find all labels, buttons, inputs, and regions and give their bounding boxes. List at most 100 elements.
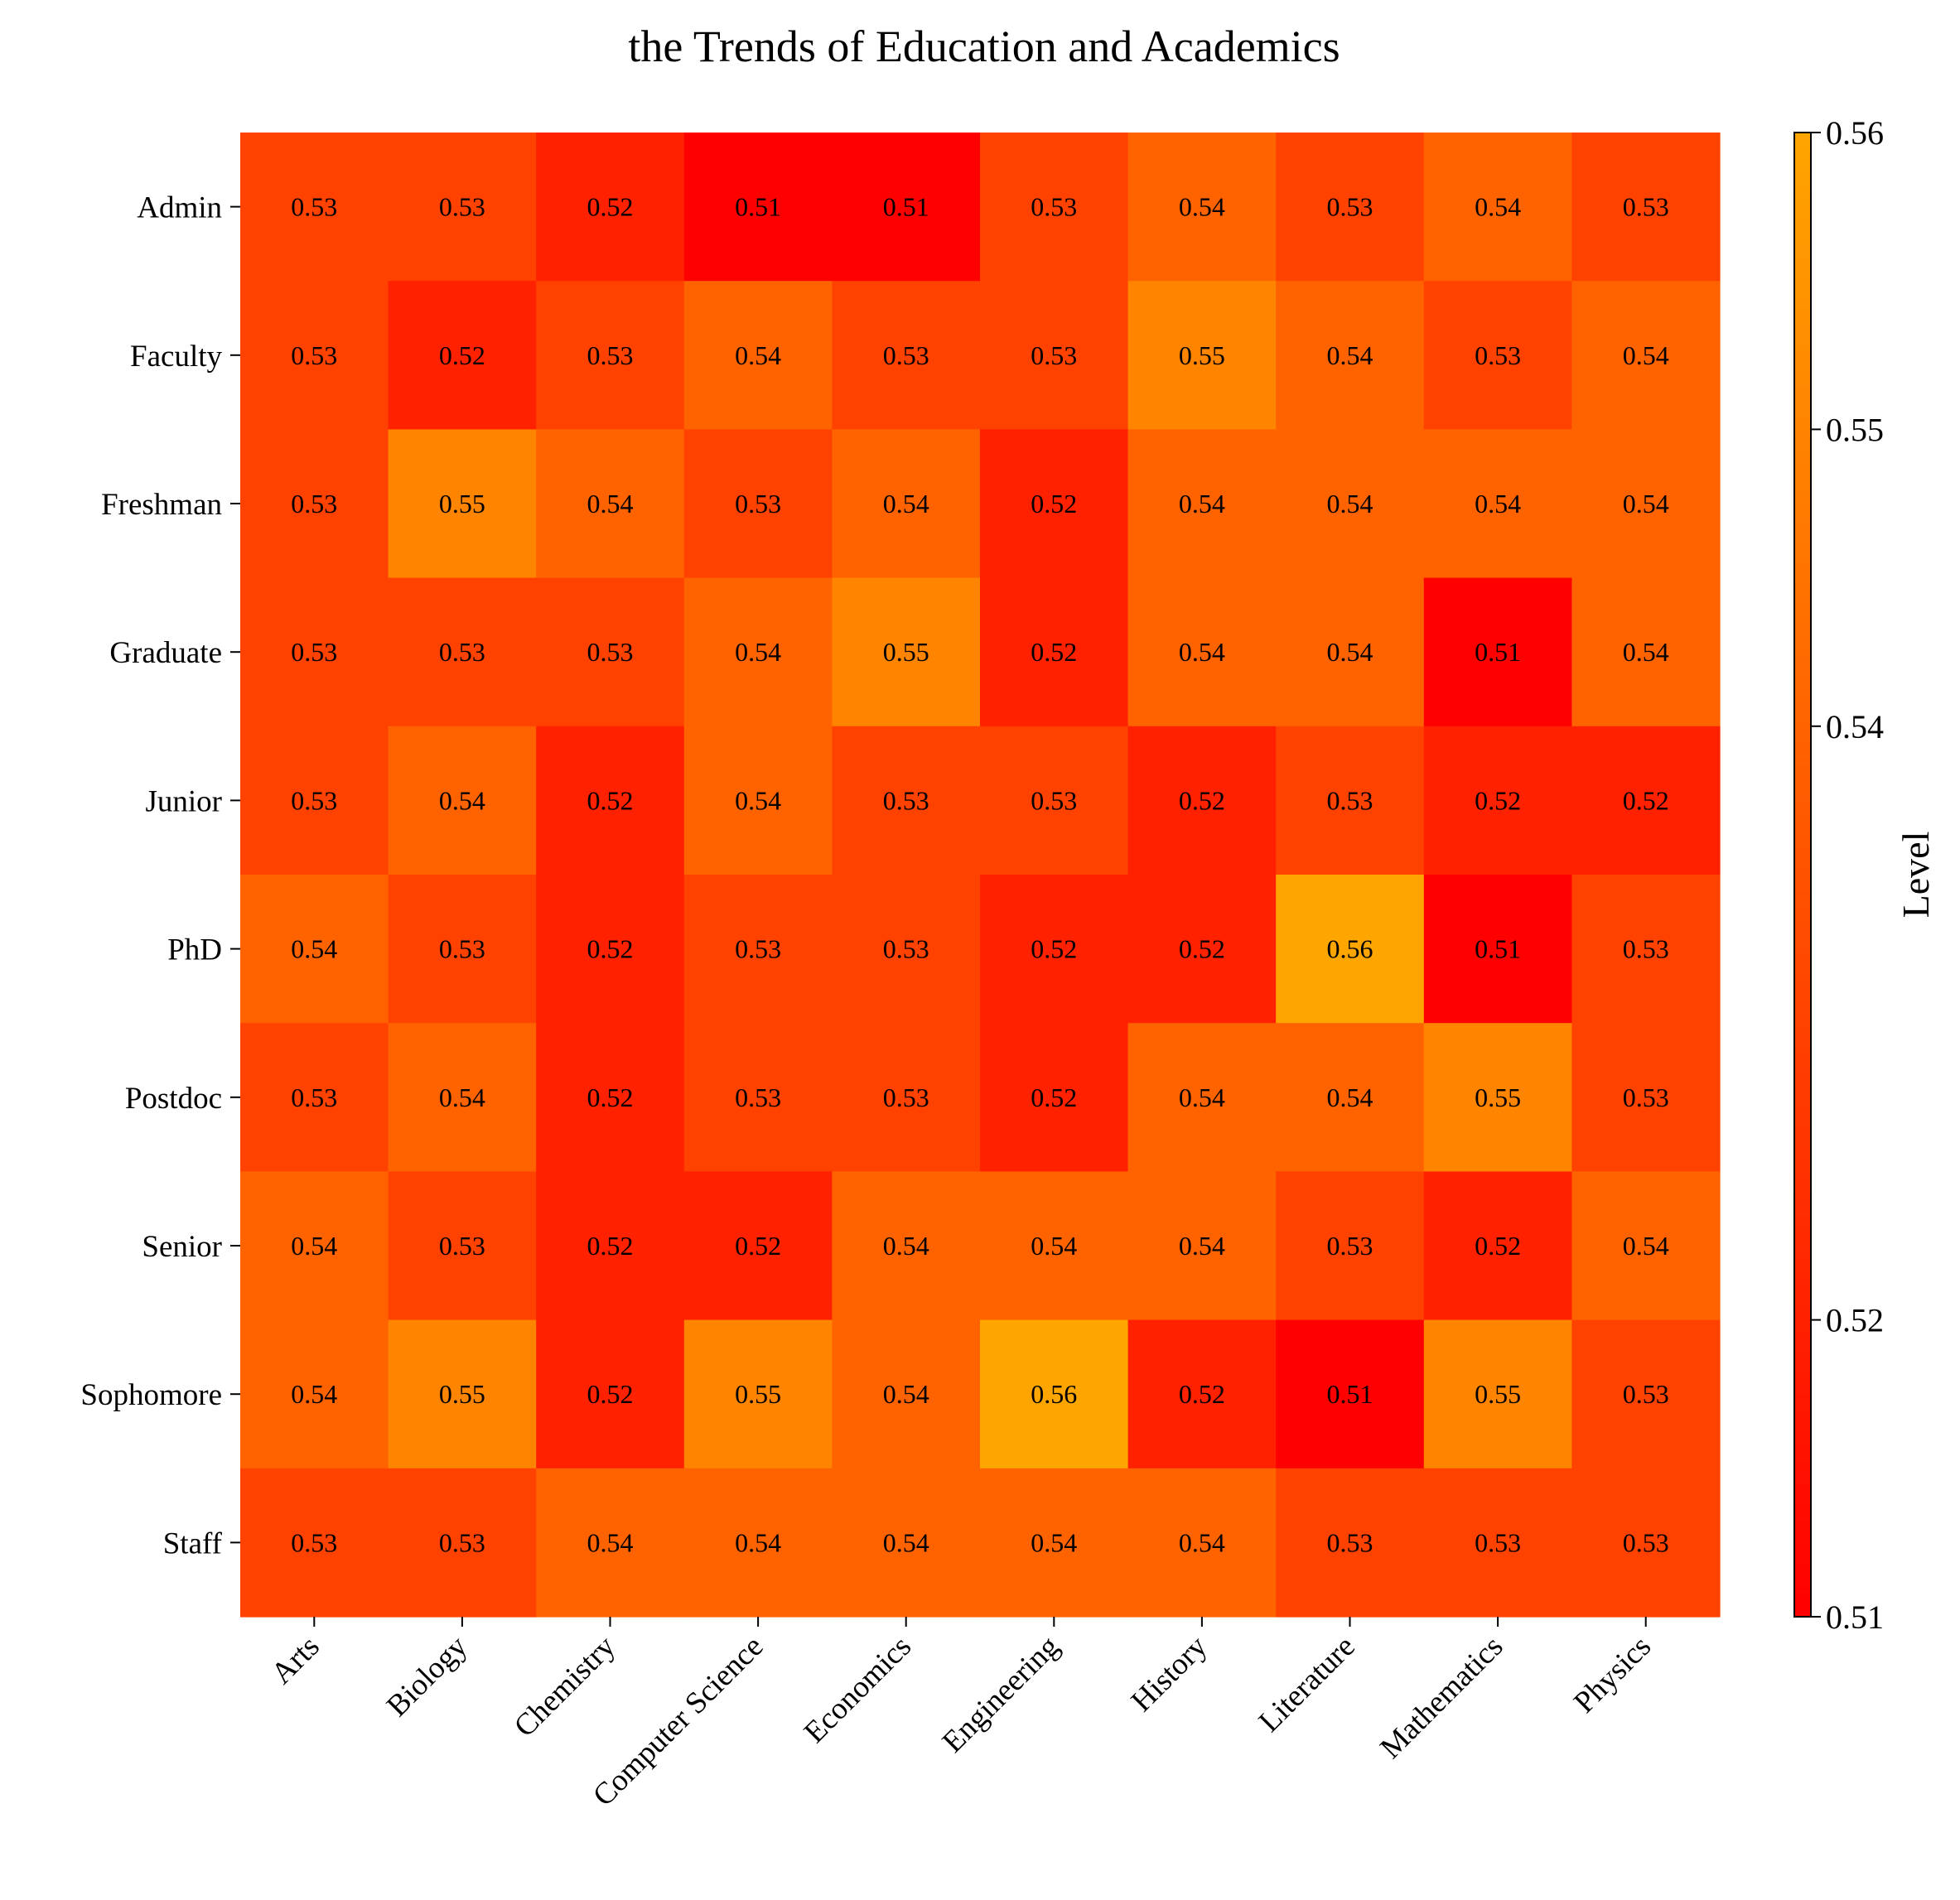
y-tick-label: PhD: [167, 933, 222, 967]
heatmap-cell: [683, 281, 833, 430]
cell-value-label: 0.55: [735, 1379, 781, 1409]
y-tick-label: Staff: [163, 1526, 223, 1560]
cell-value-label: 0.54: [735, 1527, 781, 1557]
cell-value-label: 0.54: [1031, 1527, 1077, 1557]
cell-value-label: 0.54: [1475, 192, 1521, 222]
cell-value-label: 0.54: [883, 489, 929, 518]
cell-value-label: 0.53: [1623, 1527, 1669, 1557]
cell-value-label: 0.51: [1327, 1379, 1373, 1409]
x-tick-label: Engineering: [936, 1629, 1066, 1759]
heatmap-cell: [1276, 133, 1425, 282]
cell-value-label: 0.53: [735, 489, 781, 518]
x-tick-label: History: [1125, 1629, 1214, 1719]
heatmap-cell: [832, 1468, 981, 1618]
heatmap-cell: [1571, 1468, 1721, 1618]
heatmap-cell: [683, 429, 833, 579]
colorbar-gradient: [1793, 132, 1812, 1618]
y-tick-label: Senior: [142, 1230, 222, 1264]
cell-value-label: 0.53: [883, 785, 929, 815]
heatmap-cell: [1127, 281, 1277, 430]
cell-value-label: 0.53: [883, 934, 929, 964]
heatmap-cell: [1571, 1023, 1721, 1172]
heatmap-cell: [1276, 1319, 1425, 1469]
heatmap-cell: [683, 1171, 833, 1321]
cell-value-label: 0.52: [1623, 785, 1669, 815]
cell-value-label: 0.54: [291, 1231, 337, 1261]
heatmap-cell: [980, 726, 1129, 875]
heatmap-cell: [1571, 429, 1721, 579]
cell-value-label: 0.52: [1031, 934, 1077, 964]
cell-value-label: 0.56: [1031, 1379, 1077, 1409]
heatmap-cell: [980, 1319, 1129, 1469]
colorbar-label: Level: [1895, 832, 1937, 919]
cell-value-label: 0.55: [1475, 1379, 1521, 1409]
cell-value-label: 0.54: [1179, 637, 1225, 667]
colorbar-tick-label: 0.51: [1826, 1599, 1884, 1636]
cell-value-label: 0.54: [1179, 1527, 1225, 1557]
heatmap-cell: [388, 1319, 537, 1469]
heatmap-cell: [1571, 875, 1721, 1024]
heatmap-cell: [1276, 577, 1425, 727]
heatmap-cell: [388, 726, 537, 875]
cell-value-label: 0.52: [735, 1231, 781, 1261]
cell-value-label: 0.53: [1327, 1231, 1373, 1261]
cell-value-label: 0.54: [1179, 192, 1225, 222]
cell-value-label: 0.54: [1031, 1231, 1077, 1261]
cell-value-label: 0.54: [587, 489, 634, 518]
colorbar-ticks: 0.51 0.52 0.54 0.55 0.56: [1811, 114, 1884, 1636]
heatmap-cell: [388, 133, 537, 282]
cell-value-label: 0.54: [291, 1379, 337, 1409]
cell-value-label: 0.54: [1179, 489, 1225, 518]
heatmap-cell: [536, 1468, 685, 1618]
heatmap-cell: [683, 1023, 833, 1172]
cell-value-label: 0.53: [291, 1527, 337, 1557]
x-tick-label: Arts: [265, 1629, 326, 1690]
heatmap-cell: [536, 726, 685, 875]
heatmap-cell: [683, 726, 833, 875]
heatmap-cell: [1127, 1023, 1277, 1172]
cell-value-label: 0.54: [291, 934, 337, 964]
cell-value-label: 0.51: [1475, 637, 1521, 667]
chart-title: the Trends of Education and Academics: [628, 22, 1340, 71]
cell-value-label: 0.55: [1475, 1083, 1521, 1112]
heatmap-cell: [1571, 726, 1721, 875]
cell-value-label: 0.53: [1623, 934, 1669, 964]
cell-value-label: 0.53: [439, 1527, 485, 1557]
cell-value-label: 0.54: [883, 1527, 929, 1557]
heatmap-cell: [388, 1023, 537, 1172]
heatmap-cell: [980, 281, 1129, 430]
cell-value-label: 0.54: [587, 1527, 634, 1557]
heatmap-cell: [1423, 1319, 1572, 1469]
heatmap-cell: [1276, 1468, 1425, 1618]
heatmap-cell: [683, 875, 833, 1024]
cell-value-label: 0.53: [439, 1231, 485, 1261]
y-tick-label: Sophomore: [80, 1378, 222, 1412]
cell-value-label: 0.53: [291, 192, 337, 222]
heatmap-cell-labels: 0.53 0.53 0.52 0.51 0.51 0.53 0.54 0.53 0.54 0.53…: [291, 192, 1668, 1558]
heatmap-cell: [536, 281, 685, 430]
heatmap-cell: [980, 1171, 1129, 1321]
cell-value-label: 0.51: [1475, 934, 1521, 964]
cell-value-label: 0.54: [1327, 340, 1373, 370]
heatmap-cell: [388, 875, 537, 1024]
heatmap-cell: [980, 133, 1129, 282]
heatmap-cell: [832, 577, 981, 727]
cell-value-label: 0.51: [883, 192, 929, 222]
heatmap-cell: [1571, 133, 1721, 282]
y-tick-label: Postdoc: [125, 1082, 222, 1116]
heatmap-cell: [1423, 875, 1572, 1024]
cell-value-label: 0.53: [439, 934, 485, 964]
cell-value-label: 0.54: [1623, 637, 1669, 667]
cell-value-label: 0.52: [587, 1379, 634, 1409]
heatmap-cell: [240, 726, 389, 875]
heatmap-cell: [1276, 1171, 1425, 1321]
cell-value-label: 0.55: [439, 489, 485, 518]
heatmap-cell: [1276, 1023, 1425, 1172]
cell-value-label: 0.53: [291, 1083, 337, 1112]
heatmap-cell: [832, 1023, 981, 1172]
cell-value-label: 0.53: [1475, 340, 1521, 370]
colorbar-tick-label: 0.52: [1826, 1302, 1884, 1339]
heatmap-cell: [683, 1319, 833, 1469]
heatmap-cell: [683, 577, 833, 727]
